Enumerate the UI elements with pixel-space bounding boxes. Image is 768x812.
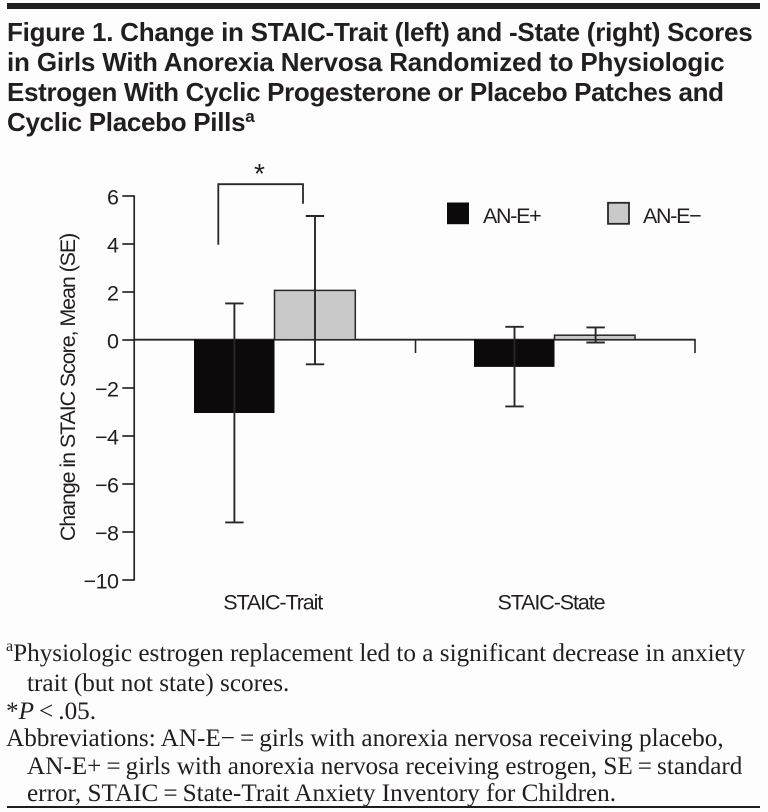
svg-text:Change in STAIC Score, Mean (S: Change in STAIC Score, Mean (SE) — [56, 234, 80, 541]
svg-text:AN-E−: AN-E− — [643, 204, 701, 228]
svg-text:−2: −2 — [95, 378, 119, 402]
svg-text:*: * — [254, 158, 265, 189]
svg-text:−4: −4 — [95, 426, 119, 450]
svg-text:STAIC-State: STAIC-State — [498, 591, 605, 615]
svg-text:6: 6 — [107, 186, 119, 210]
svg-text:4: 4 — [107, 234, 119, 258]
svg-text:STAIC-Trait: STAIC-Trait — [223, 591, 323, 615]
svg-text:AN-E+: AN-E+ — [483, 204, 541, 228]
svg-text:−8: −8 — [95, 522, 119, 546]
svg-text:−6: −6 — [95, 474, 119, 498]
svg-text:0: 0 — [107, 330, 119, 354]
svg-text:−10: −10 — [84, 570, 120, 594]
svg-text:2: 2 — [107, 282, 118, 306]
